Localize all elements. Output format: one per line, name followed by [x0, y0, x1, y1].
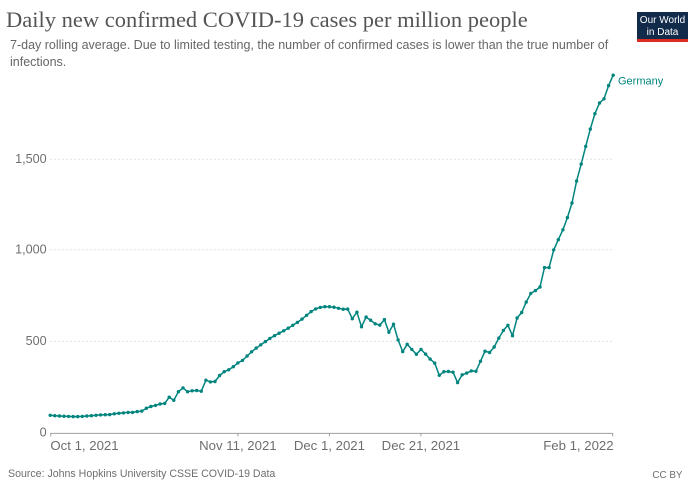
- svg-text:Nov 11, 2021: Nov 11, 2021: [199, 438, 276, 453]
- svg-text:Dec 1, 2021: Dec 1, 2021: [294, 438, 365, 453]
- svg-text:Germany: Germany: [618, 76, 664, 88]
- svg-text:Feb 1, 2022: Feb 1, 2022: [543, 438, 613, 453]
- svg-text:Oct 1, 2021: Oct 1, 2021: [50, 438, 118, 453]
- svg-text:Dec 21, 2021: Dec 21, 2021: [382, 438, 460, 453]
- svg-text:0: 0: [40, 426, 47, 440]
- svg-text:1,500: 1,500: [15, 152, 47, 166]
- svg-text:1,000: 1,000: [15, 243, 47, 257]
- svg-text:500: 500: [26, 334, 47, 348]
